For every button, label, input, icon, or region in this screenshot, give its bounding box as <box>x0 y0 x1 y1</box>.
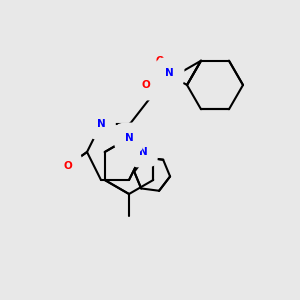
Text: O: O <box>142 80 150 90</box>
Text: O: O <box>155 56 164 66</box>
Text: N: N <box>139 147 147 157</box>
Text: O: O <box>63 161 72 171</box>
Text: N: N <box>124 133 134 143</box>
Text: N: N <box>165 68 174 78</box>
Text: N: N <box>97 119 105 129</box>
